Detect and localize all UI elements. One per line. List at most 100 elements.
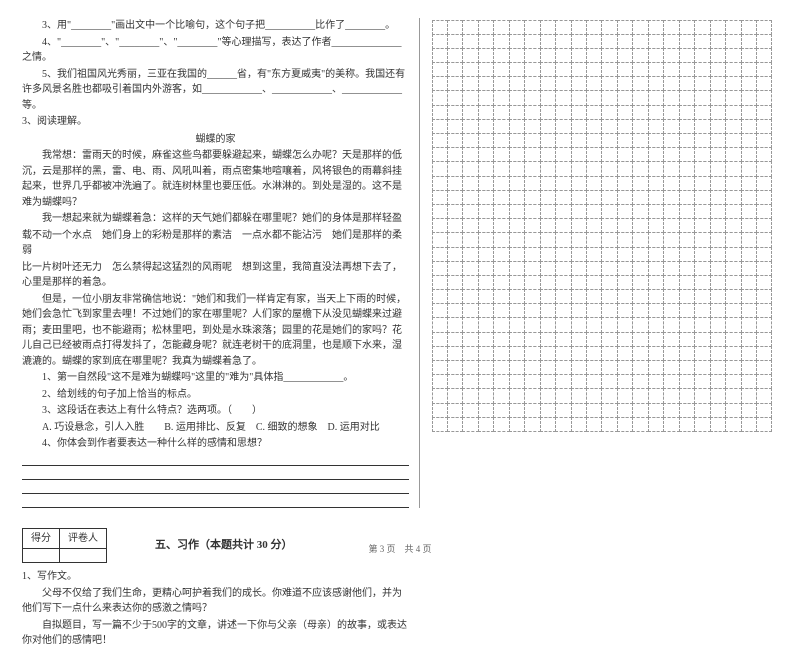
grid-cell [462, 34, 478, 49]
grid-cell [432, 218, 448, 233]
grid-cell [725, 303, 741, 318]
grid-cell [493, 119, 509, 134]
grid-cell [462, 275, 478, 290]
grid-cell [555, 388, 571, 403]
grid-cell [648, 289, 664, 304]
grid-cell [601, 374, 617, 389]
grid-cell [447, 48, 463, 63]
grid-cell [524, 417, 540, 432]
grid-cell [694, 204, 710, 219]
grid-cell [432, 403, 448, 418]
grid-cell [586, 247, 602, 262]
grid-cell [679, 332, 695, 347]
grid-cell [710, 275, 726, 290]
grid-cell [694, 105, 710, 120]
grid-cell [725, 360, 741, 375]
grid-cell [741, 190, 757, 205]
grid-cell [601, 388, 617, 403]
grid-cell [540, 346, 556, 361]
grid-cell [694, 48, 710, 63]
question-5: 5、我们祖国风光秀丽，三亚在我国的______省，有"东方夏威夷"的美称。我国还… [22, 67, 409, 114]
grid-cell [601, 275, 617, 290]
grid-cell [447, 105, 463, 120]
grid-cell [632, 34, 648, 49]
grid-cell [679, 388, 695, 403]
grid-cell [493, 303, 509, 318]
grid-cell [741, 204, 757, 219]
grid-cell [663, 90, 679, 105]
grid-cell [741, 176, 757, 191]
grid-cell [756, 232, 772, 247]
grid-cell [632, 147, 648, 162]
grid-cell [493, 247, 509, 262]
grid-cell [571, 332, 587, 347]
answer-line [22, 453, 409, 466]
grid-cell [601, 34, 617, 49]
grid-cell [447, 62, 463, 77]
grid-cell [555, 204, 571, 219]
grid-cell [555, 119, 571, 134]
grid-cell [586, 374, 602, 389]
grid-cell [648, 48, 664, 63]
grid-cell [756, 204, 772, 219]
grid-cell [509, 133, 525, 148]
grid-cell [710, 119, 726, 134]
grid-cell [478, 90, 494, 105]
grid-cell [524, 105, 540, 120]
answer-line [22, 495, 409, 508]
grid-cell [571, 204, 587, 219]
grid-cell [632, 176, 648, 191]
grid-cell [447, 190, 463, 205]
grid-cell [509, 161, 525, 176]
grid-cell [694, 388, 710, 403]
grid-cell [601, 403, 617, 418]
grid-cell [617, 176, 633, 191]
grid-cell [509, 105, 525, 120]
grid-cell [710, 232, 726, 247]
grid-cell [493, 176, 509, 191]
grid-cell [601, 360, 617, 375]
grid-cell [478, 317, 494, 332]
grid-cell [679, 261, 695, 276]
grid-cell [725, 90, 741, 105]
grid-cell [679, 76, 695, 91]
grid-cell [663, 261, 679, 276]
grid-cell [617, 346, 633, 361]
grid-cell [617, 62, 633, 77]
grid-cell [571, 119, 587, 134]
grid-cell [509, 218, 525, 233]
grid-cell [447, 34, 463, 49]
sub-q2: 2、给划线的句子加上恰当的标点。 [22, 387, 409, 403]
grid-cell [462, 417, 478, 432]
grid-cell [586, 261, 602, 276]
sub-q4: 4、你体会到作者要表达一种什么样的感情和思想？ [22, 436, 409, 452]
grid-cell [586, 147, 602, 162]
grid-cell [555, 133, 571, 148]
grid-cell [586, 105, 602, 120]
grid-cell [756, 190, 772, 205]
left-column: 3、用"________"画出文中一个比喻句，这个句子把__________比作… [22, 18, 420, 508]
grid-cell [694, 147, 710, 162]
grid-cell [710, 417, 726, 432]
grid-cell [679, 176, 695, 191]
grid-cell [509, 360, 525, 375]
grid-cell [632, 403, 648, 418]
grid-cell [524, 76, 540, 91]
grid-cell [601, 346, 617, 361]
grid-cell [679, 48, 695, 63]
grid-cell [540, 105, 556, 120]
grid-cell [586, 90, 602, 105]
grid-cell [447, 275, 463, 290]
grid-cell [617, 374, 633, 389]
grid-cell [617, 388, 633, 403]
grid-cell [586, 176, 602, 191]
grid-cell [601, 20, 617, 35]
grid-cell [478, 190, 494, 205]
grid-cell [540, 90, 556, 105]
grid-cell [617, 190, 633, 205]
grid-cell [741, 261, 757, 276]
grid-cell [524, 317, 540, 332]
grid-cell [555, 20, 571, 35]
grid-cell [663, 332, 679, 347]
grid-cell [601, 133, 617, 148]
